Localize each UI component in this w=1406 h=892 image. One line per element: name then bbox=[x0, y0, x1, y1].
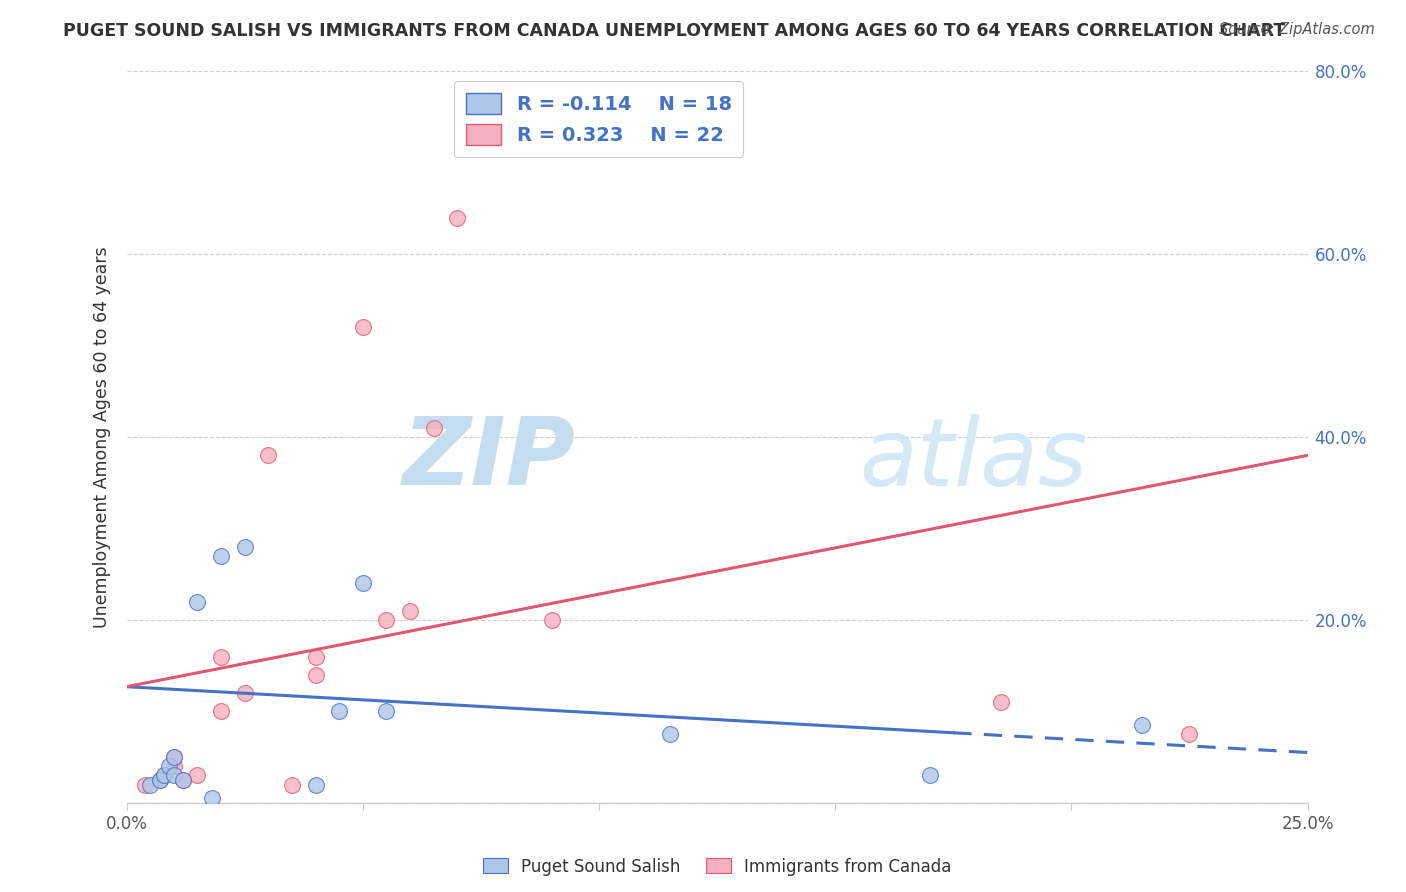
Point bbox=[281, 778, 304, 792]
Point bbox=[163, 750, 186, 764]
Point bbox=[328, 705, 350, 719]
Point bbox=[918, 768, 941, 782]
Point bbox=[186, 594, 208, 608]
Point bbox=[304, 778, 326, 792]
Legend: Puget Sound Salish, Immigrants from Canada: Puget Sound Salish, Immigrants from Cana… bbox=[477, 851, 957, 882]
Point bbox=[352, 320, 374, 334]
Point bbox=[209, 549, 232, 563]
Point bbox=[149, 772, 172, 787]
Text: PUGET SOUND SALISH VS IMMIGRANTS FROM CANADA UNEMPLOYMENT AMONG AGES 60 TO 64 YE: PUGET SOUND SALISH VS IMMIGRANTS FROM CA… bbox=[63, 22, 1285, 40]
Point bbox=[186, 768, 208, 782]
Point bbox=[157, 759, 180, 773]
Point bbox=[352, 576, 374, 591]
Point bbox=[209, 649, 232, 664]
Point bbox=[172, 772, 194, 787]
Point bbox=[304, 649, 326, 664]
Point bbox=[163, 759, 186, 773]
Point bbox=[1130, 718, 1153, 732]
Point bbox=[139, 778, 162, 792]
Point bbox=[172, 772, 194, 787]
Point bbox=[399, 604, 422, 618]
Point bbox=[422, 421, 444, 435]
Point bbox=[658, 727, 681, 741]
Point bbox=[134, 778, 156, 792]
Point bbox=[304, 667, 326, 681]
Point bbox=[257, 448, 280, 462]
Point bbox=[209, 705, 232, 719]
Point bbox=[375, 705, 398, 719]
Point bbox=[163, 768, 186, 782]
Point bbox=[540, 613, 562, 627]
Point bbox=[163, 750, 186, 764]
Point bbox=[1178, 727, 1201, 741]
Point bbox=[200, 791, 222, 805]
Text: Source: ZipAtlas.com: Source: ZipAtlas.com bbox=[1219, 22, 1375, 37]
Point bbox=[153, 768, 176, 782]
Y-axis label: Unemployment Among Ages 60 to 64 years: Unemployment Among Ages 60 to 64 years bbox=[93, 246, 111, 628]
Point bbox=[446, 211, 468, 225]
Point bbox=[149, 772, 172, 787]
Text: atlas: atlas bbox=[859, 414, 1087, 505]
Point bbox=[990, 695, 1012, 709]
Point bbox=[233, 540, 256, 554]
Text: ZIP: ZIP bbox=[402, 413, 575, 505]
Point bbox=[375, 613, 398, 627]
Point bbox=[153, 768, 176, 782]
Point bbox=[233, 686, 256, 700]
